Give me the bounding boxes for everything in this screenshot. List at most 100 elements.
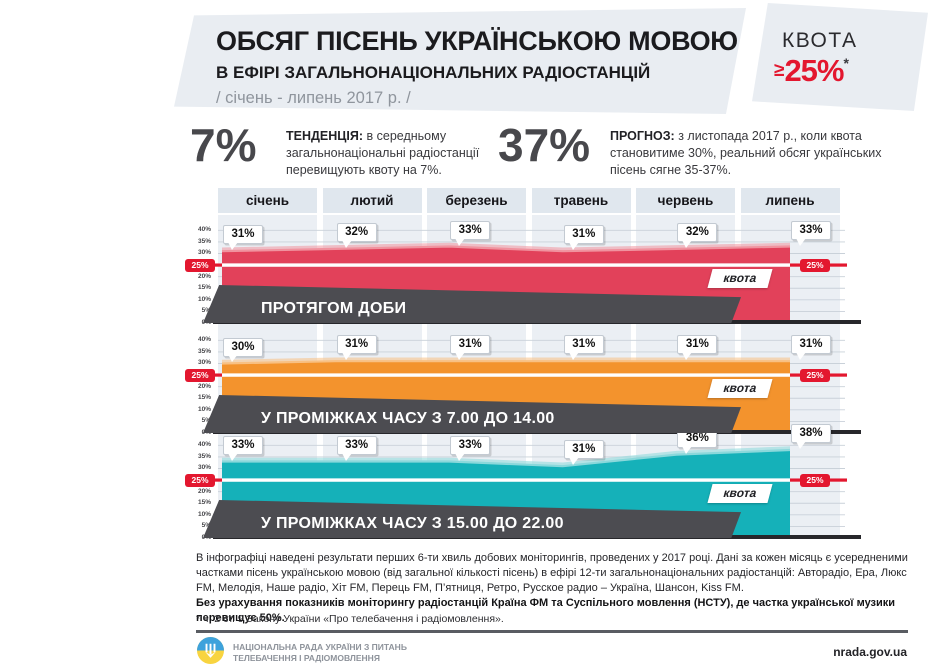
quota-badge-left: 25%	[185, 258, 215, 272]
value-callout: 32%	[677, 222, 718, 242]
y-axis-tick: 5%	[201, 417, 211, 425]
chart-title: У ПРОМІЖКАХ ЧАСУ З 15.00 ДО 22.00	[261, 515, 564, 532]
value-callout: 31%	[563, 335, 604, 355]
month-label: липень	[740, 188, 840, 213]
callout-pointer	[341, 239, 352, 248]
nrada-logo-icon	[197, 637, 224, 664]
callout-pointer	[796, 237, 806, 246]
y-axis-tick: 40%	[197, 441, 211, 449]
callout-pointer	[682, 239, 693, 248]
month-label: травень	[531, 188, 631, 213]
month-label: червень	[636, 188, 735, 213]
value-callout: 33%	[450, 435, 491, 455]
trend-value: 7%	[190, 119, 257, 171]
quota-tag: квота	[707, 268, 773, 288]
chart-title: У ПРОМІЖКАХ ЧАСУ З 7.00 ДО 14.00	[261, 410, 555, 427]
quota-badge-right: 25%	[800, 473, 830, 487]
area-chart-1: 40%35%30%20%15%10%5%0%25%25%квота31%32%3…	[185, 220, 885, 326]
callout-pointer	[455, 352, 466, 361]
y-axis-tick: 5%	[201, 307, 211, 315]
value-callout: 31%	[563, 440, 604, 460]
callout-pointer	[341, 352, 352, 361]
value-callout: 31%	[791, 335, 831, 355]
quota-badge-right: 25%	[800, 258, 830, 272]
month-label: січень	[218, 188, 317, 213]
y-axis-tick: 15%	[197, 499, 211, 507]
y-axis-tick: 20%	[197, 382, 211, 390]
callout-pointer	[568, 352, 579, 361]
title-block: ОБСЯГ ПІСЕНЬ УКРАЇНСЬКОЮ МОВОЮ В ЕФІРІ З…	[174, 8, 746, 114]
value-callout: 31%	[563, 225, 604, 245]
value-callout: 31%	[677, 335, 718, 355]
y-axis-tick: 30%	[197, 249, 211, 257]
callout-pointer	[796, 352, 806, 361]
chart-title-banner: ПРОТЯГОМ ДОБИ	[203, 285, 741, 323]
greater-equal-icon: ≥	[774, 60, 785, 81]
y-axis-tick: 35%	[197, 347, 211, 355]
law-footnote: * ч. 2 ст. 9 Закону України «Про телебач…	[196, 613, 504, 625]
value-callout: 30%	[223, 337, 263, 357]
y-axis-tick: 15%	[197, 284, 211, 292]
y-axis-tick: 20%	[197, 487, 211, 495]
callout-pointer	[455, 237, 466, 246]
quota-label: КВОТА	[782, 29, 858, 52]
charts-section: січень лютий березень травень червень липень …	[185, 188, 895, 544]
forecast-text: ПРОГНОЗ: з листопада 2017 р., коли квота…	[610, 129, 882, 177]
callout-pointer	[341, 452, 352, 461]
quota-box: КВОТА ≥25%*	[752, 3, 928, 111]
value-callout: 33%	[450, 220, 491, 240]
value-callout: 33%	[336, 435, 377, 455]
quota-badge-left: 25%	[185, 368, 215, 382]
callout-pointer	[228, 354, 238, 363]
area-chart-2: 40%35%30%20%15%10%5%0%25%25%квота30%31%3…	[185, 335, 885, 436]
callout-pointer	[568, 242, 579, 251]
y-axis-tick: 20%	[197, 272, 211, 280]
page-subtitle: В ЕФІРІ ЗАГАЛЬНОНАЦІОНАЛЬНИХ РАДІОСТАНЦІ…	[216, 63, 651, 82]
page-title: ОБСЯГ ПІСЕНЬ УКРАЇНСЬКОЮ МОВОЮ	[216, 26, 738, 56]
y-axis-tick: 10%	[197, 510, 211, 518]
callout-pointer	[455, 452, 466, 461]
value-callout: 31%	[450, 335, 491, 355]
y-axis-tick: 30%	[197, 464, 211, 472]
quota-badge-left: 25%	[185, 473, 215, 487]
asterisk: *	[843, 55, 849, 71]
area-chart-3: 40%35%30%20%15%10%5%0%25%25%квота33%33%3…	[185, 423, 885, 541]
callout-pointer	[228, 452, 238, 461]
chart-title: ПРОТЯГОМ ДОБИ	[261, 300, 407, 317]
callout-pointer	[682, 352, 693, 361]
trend-text: ТЕНДЕНЦІЯ: в середньому загальнонаціонал…	[286, 129, 480, 177]
y-axis-tick: 10%	[197, 295, 211, 303]
month-label: лютий	[322, 188, 422, 213]
quota-tag: квота	[707, 483, 773, 503]
methodology-note: В інфографіці наведені результати перших…	[196, 552, 908, 624]
y-axis-tick: 15%	[197, 394, 211, 402]
footer-divider	[196, 630, 908, 633]
value-callout: 36%	[677, 428, 718, 448]
y-axis-tick: 40%	[197, 226, 211, 234]
callout-pointer	[568, 457, 579, 466]
y-axis-tick: 35%	[197, 237, 211, 245]
value-callout: 33%	[223, 435, 263, 455]
value-callout: 32%	[336, 222, 377, 242]
y-axis-tick: 40%	[197, 336, 211, 344]
period-label: / січень - липень 2017 р. /	[216, 89, 411, 107]
y-axis-tick: 10%	[197, 405, 211, 413]
month-label: березень	[427, 188, 526, 213]
value-callout: 33%	[791, 220, 831, 240]
value-callout: 31%	[336, 335, 377, 355]
quota-tag: квота	[707, 378, 773, 398]
value-callout: 31%	[223, 225, 263, 245]
value-callout: 38%	[791, 423, 831, 443]
callout-pointer	[796, 440, 806, 449]
quota-value: ≥25%*	[774, 53, 849, 88]
y-axis-tick: 30%	[197, 359, 211, 367]
website-url: nrada.gov.ua	[833, 645, 907, 659]
y-axis-tick: 35%	[197, 452, 211, 460]
callout-pointer	[228, 242, 238, 251]
org-name: НАЦІОНАЛЬНА РАДА УКРАЇНИ З ПИТАНЬ ТЕЛЕБА…	[233, 642, 407, 664]
quota-badge-right: 25%	[800, 368, 830, 382]
y-axis-tick: 5%	[201, 522, 211, 530]
forecast-value: 37%	[498, 119, 591, 171]
callout-pointer	[682, 445, 693, 454]
